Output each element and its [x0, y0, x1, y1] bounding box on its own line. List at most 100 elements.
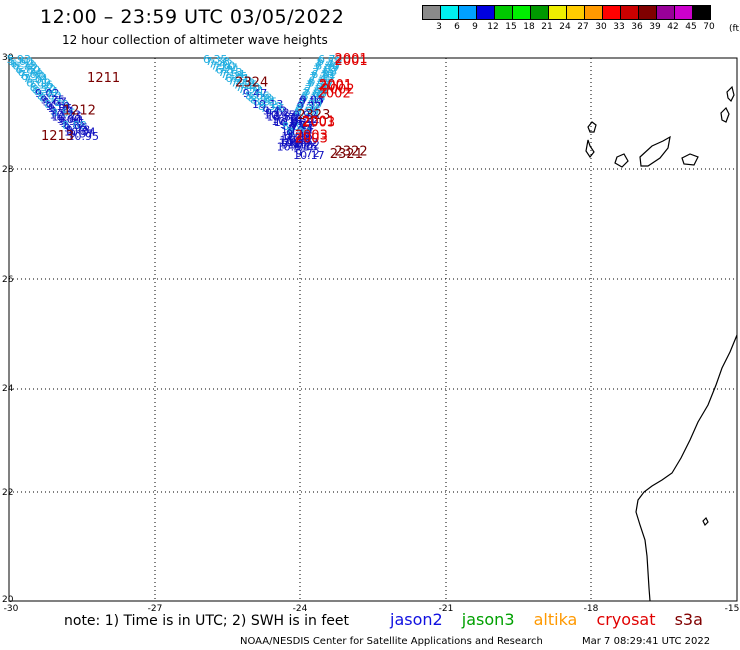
- pass-id-label: 1211: [87, 71, 120, 86]
- wave-height-value: 7.69: [228, 74, 253, 87]
- wave-height-values: 5.935.606.536.787.426.806.747.606.507.34…: [6, 53, 342, 162]
- island-canary-2: [585, 139, 595, 159]
- wave-height-value: 7.16: [28, 79, 53, 92]
- wave-height-value: 10.13: [252, 98, 284, 111]
- wave-height-value: 10.15: [282, 130, 314, 143]
- lat-label-30: 30: [2, 53, 14, 63]
- wave-height-value: 8.10: [301, 92, 326, 105]
- color-scale-unit: (ft): [729, 24, 740, 34]
- wave-height-value: 7.47: [316, 57, 341, 70]
- wave-height-value: 7.60: [19, 68, 44, 81]
- wave-height-value: 7.86: [302, 87, 327, 100]
- wave-height-value: 6.58: [317, 55, 342, 68]
- wave-height-value: 7.31: [240, 85, 265, 98]
- wave-height-value: 9.61: [280, 118, 305, 131]
- pass-id-label: 2323: [297, 108, 330, 123]
- wave-height-value: 8.06: [245, 89, 270, 102]
- pass-id-label: 2001: [319, 78, 352, 93]
- island-canary-6: [720, 106, 730, 123]
- island-canary-7: [726, 85, 735, 103]
- wave-height-value: 10.82: [288, 138, 320, 151]
- pass-id-label: 1213: [41, 129, 74, 144]
- pass-id-labels: 2001200120012001200220022323200120032003…: [41, 52, 368, 162]
- color-scale-label: 27: [577, 22, 589, 32]
- map-grid: [9, 58, 737, 601]
- wave-height-value: 9.19: [46, 100, 71, 113]
- wave-height-value: 7.25: [223, 70, 248, 83]
- wave-height-value: 9.14: [288, 123, 313, 136]
- wave-height-value: 6.81: [311, 68, 336, 81]
- color-scale-label: 33: [613, 22, 625, 32]
- wave-height-value: 8.95: [295, 104, 320, 117]
- pass-id-label: 2003: [295, 128, 328, 143]
- wave-height-value: 7.38: [205, 55, 230, 68]
- lat-label-28: 28: [2, 165, 14, 175]
- coastline-africa: [635, 334, 738, 602]
- wave-height-value: 9.97: [69, 128, 94, 141]
- pass-id-label: 2003: [295, 132, 328, 147]
- wave-height-value: 8.84: [282, 120, 307, 133]
- wave-height-value: 10.17: [293, 149, 325, 162]
- mission-altika: altika: [533, 610, 578, 629]
- wave-height-value: 9.92: [293, 109, 318, 122]
- wave-height-value: 8.60: [37, 89, 62, 102]
- wave-height-value: 6.73: [308, 74, 333, 87]
- wave-height-value: 7.58: [306, 79, 331, 92]
- wave-height-value: 9.70: [272, 113, 297, 126]
- wave-height-value: 10.45: [264, 109, 296, 122]
- wave-height-value: 9.78: [66, 123, 91, 136]
- wave-height-value: 6.21: [225, 72, 250, 85]
- wave-height-value: 8.99: [298, 98, 323, 111]
- lat-label-20: 20: [2, 595, 14, 605]
- credit-line: NOAA/NESDIS Center for Satellite Applica…: [240, 636, 543, 647]
- wave-height-value: 5.60: [8, 55, 33, 68]
- wave-height-value: 8.64: [303, 85, 328, 98]
- wave-height-value: 6.35: [203, 53, 228, 66]
- pass-id-label: 2002: [318, 86, 351, 101]
- color-scale-label: 45: [685, 22, 697, 32]
- wave-height-value: 9.12: [290, 119, 315, 132]
- wave-height-value: 7.25: [233, 79, 258, 92]
- generation-timestamp: Mar 7 08:29:41 UTC 2022: [582, 636, 711, 647]
- wave-height-value: 6.53: [10, 57, 35, 70]
- wave-height-value: 9.25: [40, 94, 65, 107]
- wave-height-value: 10.54: [280, 134, 312, 147]
- wave-height-value: 8.32: [32, 83, 57, 96]
- wave-height-value: 6.74: [18, 66, 43, 79]
- wave-height-value: 9.91: [289, 134, 314, 147]
- wave-height-value: 7.40: [236, 81, 261, 94]
- wave-height-value: 9.47: [243, 87, 268, 100]
- wave-height-value: 7.06: [305, 81, 330, 94]
- wave-height-value: 6.58: [307, 77, 332, 90]
- wave-height-value: 6.50: [21, 70, 46, 83]
- pass-id-label: 2002: [321, 83, 354, 98]
- lon-label-18: -18: [584, 604, 599, 614]
- coastline: [585, 85, 738, 602]
- lat-label-26: 26: [2, 275, 14, 285]
- wave-height-value: 9.14: [289, 121, 314, 134]
- wave-height-value: 7.42: [208, 57, 233, 70]
- color-scale-label: 3: [436, 22, 442, 32]
- wave-height-value: 8.28: [294, 106, 319, 119]
- wave-height-value: 8.39: [250, 94, 275, 107]
- mission-s3a: s3a: [674, 610, 703, 629]
- wave-height-value: 9.19: [299, 96, 324, 109]
- islet-coast: [702, 516, 709, 527]
- island-canary-4: [639, 135, 671, 167]
- mission-jason2: jason2: [390, 610, 443, 629]
- lon-label-21: -21: [439, 604, 454, 614]
- wave-height-value: 7.20: [211, 59, 236, 72]
- island-canary-3: [614, 153, 629, 168]
- island-canary-5: [681, 153, 699, 166]
- color-scale-label: 30: [595, 22, 607, 32]
- wave-height-value: 7.01: [24, 73, 49, 86]
- wave-height-value: 10.32: [279, 136, 311, 149]
- wave-height-value: 6.81: [216, 64, 241, 77]
- wave-height-value: 9.44: [50, 104, 75, 117]
- pass-id-label: 2321: [330, 147, 363, 162]
- island-canary-1: [587, 121, 597, 133]
- mission-cryosat: cryosat: [596, 610, 656, 629]
- color-scale-label: 70: [703, 22, 715, 32]
- color-scale-label: 42: [667, 22, 679, 32]
- wave-height-value: 7.56: [260, 102, 285, 115]
